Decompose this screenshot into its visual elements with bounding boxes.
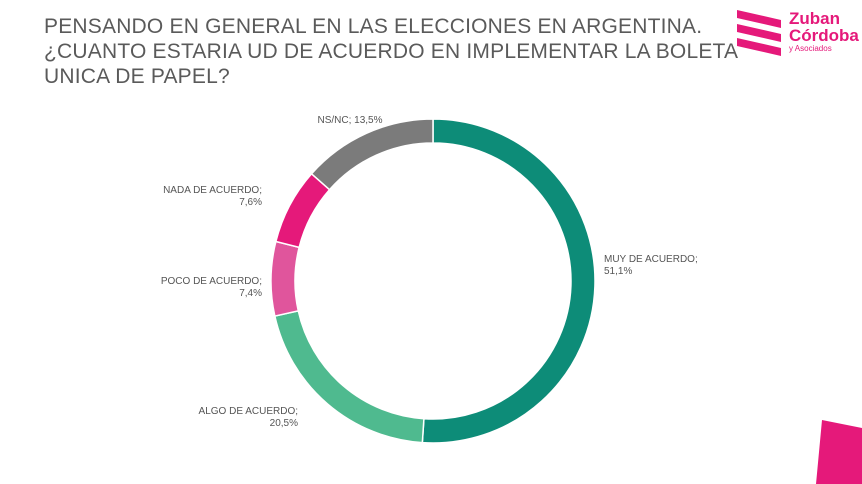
slice-label: MUY DE ACUERDO; 51,1%	[604, 254, 698, 277]
donut-slice	[310, 118, 434, 191]
slice-category-label: NADA DE ACUERDO;	[163, 185, 262, 196]
slice-label: ALGO DE ACUERDO; 20,5%	[199, 406, 299, 429]
title-line-2: ¿CUANTO ESTARIA UD DE ACUERDO EN IMPLEME…	[44, 40, 739, 63]
slice-category-label: ALGO DE ACUERDO;	[199, 406, 298, 417]
slice-category-label: MUY DE ACUERDO;	[604, 254, 698, 265]
slice-value-label: 7,6%	[239, 197, 262, 208]
slice-value-label: 20,5%	[270, 418, 298, 429]
logo-line-2: Córdoba	[789, 26, 859, 45]
logo-text: Zuban Córdoba y Asociados	[789, 10, 859, 54]
title-line-3: UNICA DE PAPEL?	[44, 65, 230, 88]
slice-label: NADA DE ACUERDO; 7,6%	[163, 185, 262, 208]
title-line-1: PENSANDO EN GENERAL EN LAS ELECCIONES EN…	[44, 15, 703, 38]
chart-title: PENSANDO EN GENERAL EN LAS ELECCIONES EN…	[44, 14, 744, 89]
slice-category-label: POCO DE ACUERDO;	[161, 276, 262, 287]
logo-stripes-icon	[737, 10, 781, 56]
company-logo: Zuban Córdoba y Asociados	[733, 6, 859, 64]
slice-label: NS/NC; 13,5%	[317, 115, 382, 126]
slice-label: POCO DE ACUERDO; 7,4%	[161, 276, 262, 299]
slice-value-label: 7,4%	[239, 288, 262, 299]
logo-line-3: y Asociados	[789, 44, 832, 53]
logo-line-1: Zuban	[789, 9, 840, 28]
slice-value-label: 51,1%	[604, 266, 632, 277]
